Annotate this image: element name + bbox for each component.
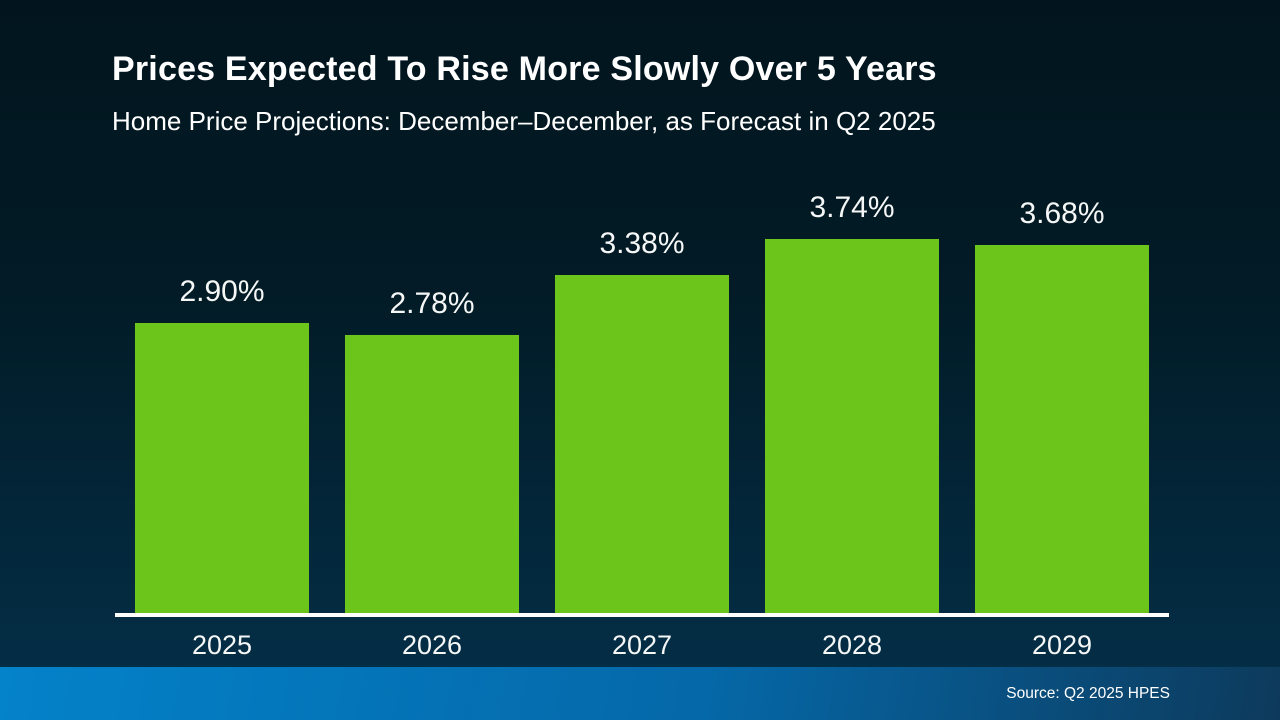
x-tick-label: 2029 <box>1031 630 1093 660</box>
bar-value-label: 2.78% <box>389 287 475 320</box>
bar-2029 <box>975 245 1149 613</box>
x-tick-label: 2027 <box>611 630 673 660</box>
chart-subtitle: Home Price Projections: December–Decembe… <box>112 106 936 136</box>
bar-2026 <box>345 335 519 613</box>
x-axis-line <box>115 613 1169 617</box>
source-note: Source: Q2 2025 HPES <box>1006 684 1170 702</box>
x-tick-label: 2028 <box>821 630 883 660</box>
footer-bar: Source: Q2 2025 HPES <box>0 667 1280 720</box>
bar-value-label: 3.38% <box>599 227 685 260</box>
bar-2025 <box>135 323 309 613</box>
bar-value-label: 2.90% <box>179 275 265 308</box>
bar-2028 <box>765 239 939 613</box>
bar-value-label: 3.74% <box>809 191 895 224</box>
x-tick-label: 2025 <box>191 630 253 660</box>
bar-2027 <box>555 275 729 613</box>
x-tick-label: 2026 <box>401 630 463 660</box>
chart-title: Prices Expected To Rise More Slowly Over… <box>112 50 937 88</box>
bar-value-label: 3.68% <box>1019 197 1105 230</box>
